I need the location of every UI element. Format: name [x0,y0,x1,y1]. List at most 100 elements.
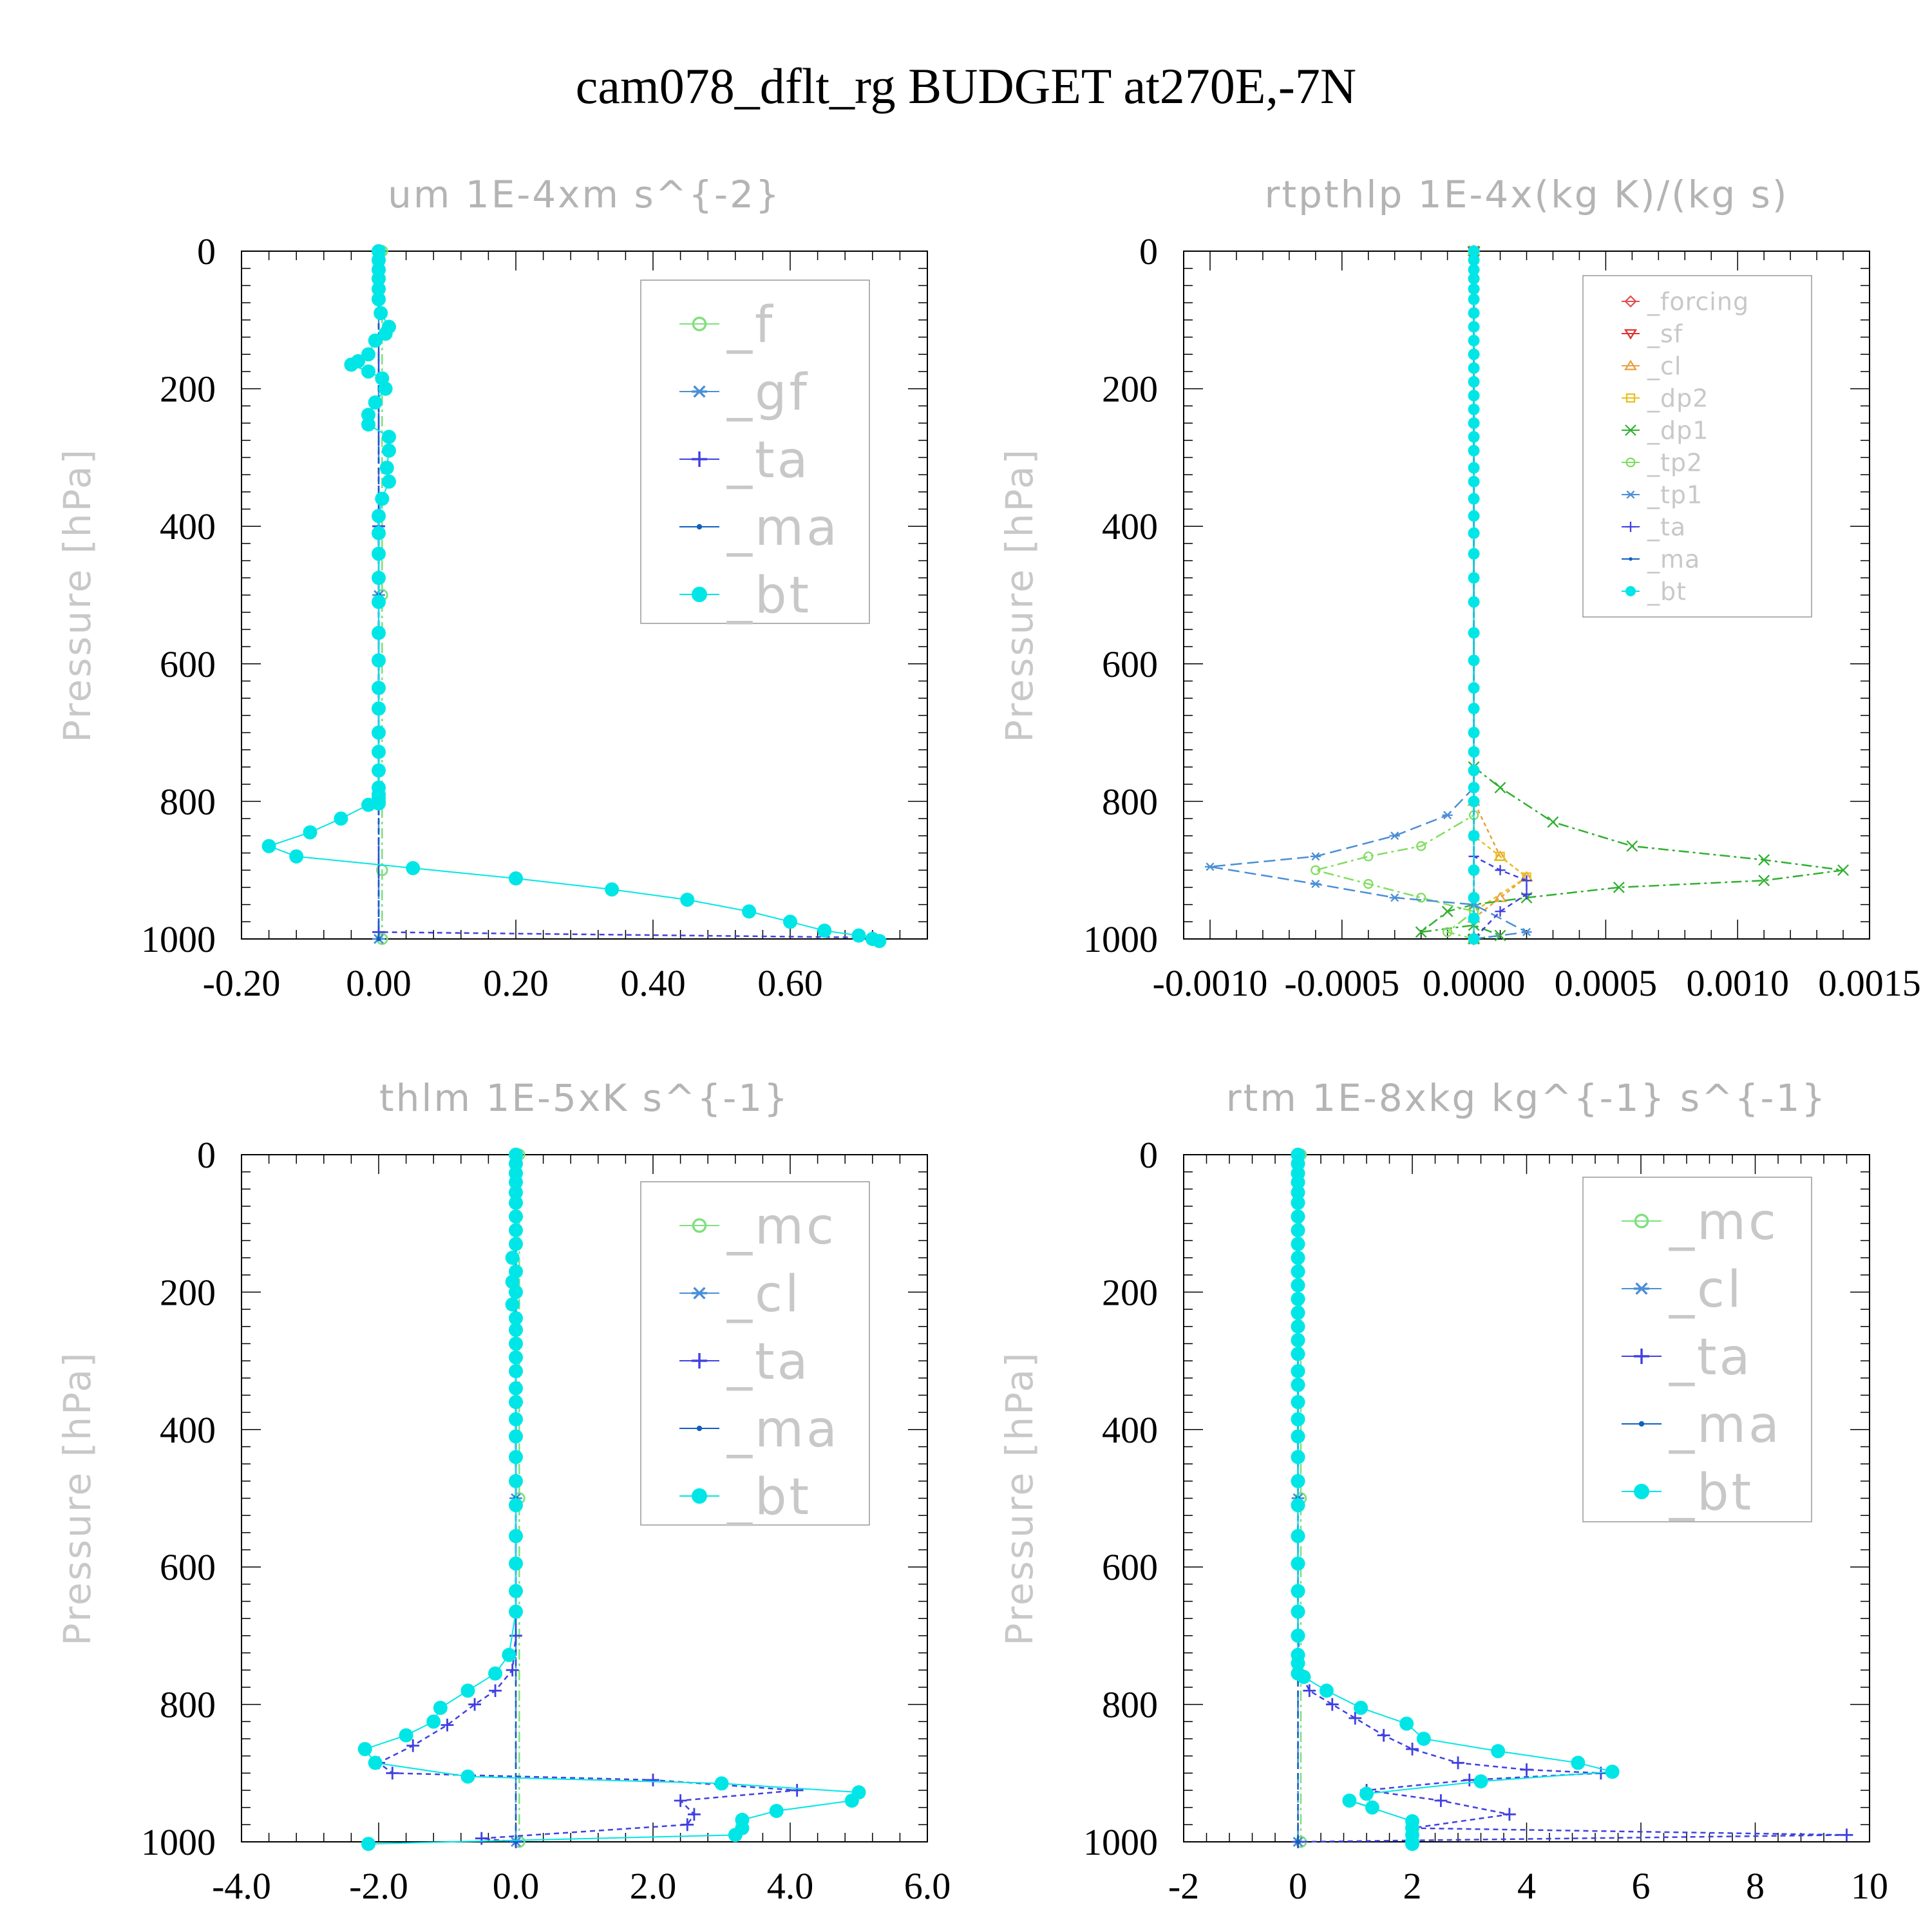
legend-label-mc: _mc [1669,1193,1779,1251]
legend-label-dp1: _dp1 [1647,417,1709,445]
data-point-dp1 [1441,905,1454,918]
data-point-ta [475,1832,488,1845]
data-point-bt [509,1473,523,1488]
data-point-bt [1468,283,1480,295]
data-point-bt [1291,1450,1305,1464]
data-point-dp1 [1547,816,1559,828]
data-point-bt [509,1323,523,1338]
data-point-bt [742,904,757,919]
data-point-bt [509,1556,523,1571]
data-point-bt [1468,245,1480,257]
data-point-ma [1296,1839,1300,1844]
data-point-bt [509,1336,523,1351]
x-tick-label: 0.0005 [1555,962,1658,1004]
data-point-bt [488,1666,503,1681]
data-point-bt [1291,1529,1305,1544]
data-point-ma [376,936,381,942]
x-tick-label: -2 [1168,1865,1199,1907]
data-point-bt [361,364,376,379]
y-tick-label: 1000 [141,918,216,960]
data-point-bt [1416,1731,1431,1746]
y-tick-label: 0 [1139,231,1158,272]
data-point-bt [1468,891,1480,904]
data-point-bt [1291,1333,1305,1348]
data-point-bt [509,1175,523,1189]
legend-marker-gf [692,385,707,398]
y-tick-label: 400 [160,1409,216,1451]
data-point-bt [509,1584,523,1598]
data-point-bt [1291,1175,1305,1189]
data-point-bt [509,871,523,886]
data-point-bt [372,796,386,811]
legend-label-f: _f [726,296,775,354]
data-point-bt [357,1741,372,1756]
data-point-bt [1468,362,1480,374]
data-point-bt [1342,1793,1357,1808]
data-point-bt [1468,795,1480,808]
x-tick-label: 0 [1289,1865,1307,1907]
data-point-bt [509,1604,523,1619]
data-point-bt [1468,334,1480,346]
data-point-bt [1468,348,1480,361]
legend-box [1582,1177,1812,1522]
data-point-bt [1571,1756,1586,1770]
y-tick-label: 0 [1139,1134,1158,1176]
y-tick-label: 400 [160,506,216,547]
data-point-bt [509,1195,523,1210]
data-point-bt [817,923,832,938]
data-point-bt [1296,1669,1311,1684]
legend-marker-dp1 [1625,424,1636,436]
data-point-ta [1325,1698,1339,1711]
chart-panel-3: thlm 1E-5xK s^{-1} Pressure [hPa] 0 200 400 6… [55,1076,951,1907]
data-point-bt [769,1803,784,1818]
legend: _mc _cl _ta _ma _bt [1582,1177,1812,1522]
data-point-bt [1291,1223,1305,1238]
data-point-bt [372,725,386,740]
legend-label-bt: _bt [726,567,811,625]
data-point-bt [1605,1765,1620,1779]
legend-marker-bt [692,1488,707,1504]
data-point-bt [361,1837,376,1852]
legend-label-ta: _ta [726,1333,810,1391]
data-point-bt [1291,1412,1305,1426]
data-point-ta [1377,1728,1390,1742]
data-point-bt [1291,1209,1305,1224]
data-point-bt [1468,627,1480,639]
data-point-dp1 [1415,926,1427,938]
data-point-bt [783,914,797,929]
data-point-ta [1521,875,1532,886]
data-point-bt [381,430,396,444]
x-tick-label: 0.0000 [1423,962,1526,1004]
series-line-dp2 [1473,251,1528,939]
data-point-bt [509,1311,523,1325]
data-point-bt [1468,321,1480,333]
data-point-bt [1473,1774,1488,1789]
y-tick-label: 200 [160,1271,216,1313]
legend-label-ta: _ta [1647,513,1686,542]
legend-label-ma: _ma [1647,545,1700,574]
data-point-bt [1468,254,1480,266]
data-point-bt [378,381,393,396]
data-point-ta [489,1684,502,1698]
data-point-bt [1291,1429,1305,1444]
data-point-bt [509,1364,523,1379]
data-point-tp1 [1442,811,1453,820]
y-tick-label: 800 [1102,781,1158,822]
data-point-ta [386,1766,399,1780]
legend-marker-ma [696,1425,703,1432]
data-point-tp1 [1389,831,1400,840]
data-point-bt [1291,1556,1305,1571]
legend-marker-ma [1629,557,1633,561]
x-tick-label: 2 [1403,1865,1422,1907]
data-point-bt [605,882,620,897]
data-point-bt [1319,1683,1334,1698]
data-point-tp1 [1310,880,1321,889]
x-tick-label: 0.00 [346,962,412,1004]
x-tick-label: 0.20 [483,962,549,1004]
data-point-bt [460,1769,475,1784]
x-tick-label: 2.0 [630,1865,677,1907]
data-point-tp2 [1416,841,1426,851]
y-tick-label: 800 [160,1684,216,1726]
y-tick-label: 400 [1102,506,1158,547]
data-point-bt [1359,1786,1374,1801]
